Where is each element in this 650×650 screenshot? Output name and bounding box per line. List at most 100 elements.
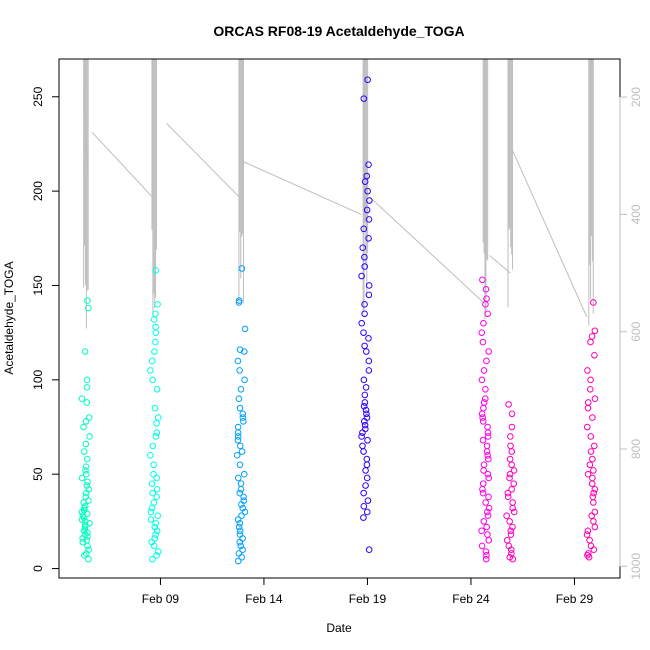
data-point [149,442,157,450]
data-point [365,357,373,365]
data-point [83,376,91,384]
y-tick-label: 200 [31,181,45,201]
data-point [363,206,371,214]
data-point [360,514,367,521]
data-point [586,536,593,544]
data-point [508,410,516,418]
data-point [152,519,160,527]
data-point [483,448,491,455]
data-point [591,327,599,335]
data-point [508,485,515,493]
data-point [236,531,244,538]
data-point [503,536,511,544]
data-point [589,493,597,501]
data-point [480,404,487,412]
data-point [363,414,371,421]
data-point [241,508,249,516]
data-point [85,304,92,312]
data-point [153,493,160,501]
data-point [587,338,594,346]
data-point [365,282,373,289]
data-point [237,480,245,487]
data-point [362,406,370,414]
data-point [153,419,160,427]
data-point [81,348,89,355]
data-point [510,467,518,474]
data-point [364,76,371,84]
data-point [362,348,370,355]
data-point [359,429,366,436]
data-point [78,516,86,523]
data-point [358,433,365,440]
data-point [583,531,591,538]
data-point [154,414,162,421]
data-point [147,508,155,516]
data-point [85,555,92,563]
data-point [362,425,369,433]
data-point [588,333,596,340]
data-point [482,385,489,393]
data-point [480,399,488,406]
data-point [83,399,91,406]
data-point [147,516,155,523]
x-tick-label: Feb 29 [556,592,594,606]
data-point [587,376,594,384]
y2-tick-label: 400 [629,204,643,224]
data-point [360,95,368,102]
data-point [149,489,157,497]
data-point [152,267,159,274]
data-point [82,493,90,501]
data-point [362,384,370,391]
data-point [236,404,244,412]
data-point [479,480,487,487]
data-point [484,423,491,431]
data-point [506,470,514,478]
data-point [366,197,373,204]
data-point [152,310,159,318]
data-point [482,285,490,293]
data-point [150,499,158,506]
data-point [481,395,489,403]
data-point [152,323,159,331]
data-point [483,508,491,516]
data-point [482,555,490,563]
data-point [240,493,247,501]
data-point [586,461,594,469]
data-point [236,519,244,527]
x-axis-label: Date [326,621,352,635]
data-point [509,523,516,531]
data-point [241,325,249,333]
data-point [363,455,371,463]
data-point [360,489,367,497]
data-point [507,433,514,440]
data-point [234,436,242,444]
data-point [508,448,516,455]
data-point [146,367,154,374]
data-point [583,423,591,431]
data-point [363,461,371,469]
data-point [364,436,371,444]
data-point [584,367,591,374]
altitude-transit-line [243,161,362,215]
data-point [151,404,159,412]
data-point [480,367,488,374]
data-point [484,310,491,318]
data-point [83,455,91,463]
data-point [234,423,242,431]
data-point [236,538,244,546]
data-point [239,546,246,553]
data-point [84,478,91,486]
data-point [485,348,492,355]
data-point [482,499,489,506]
data-point [78,395,86,403]
data-point [82,518,89,525]
data-point [78,474,86,482]
x-tick-label: Feb 09 [142,592,180,606]
y2-axis: 200 400 600 800 1000 [619,87,643,580]
data-point [153,385,161,393]
data-point [590,499,597,506]
data-point [590,442,598,450]
data-point [510,480,518,487]
altitude-transit-line [83,92,89,171]
